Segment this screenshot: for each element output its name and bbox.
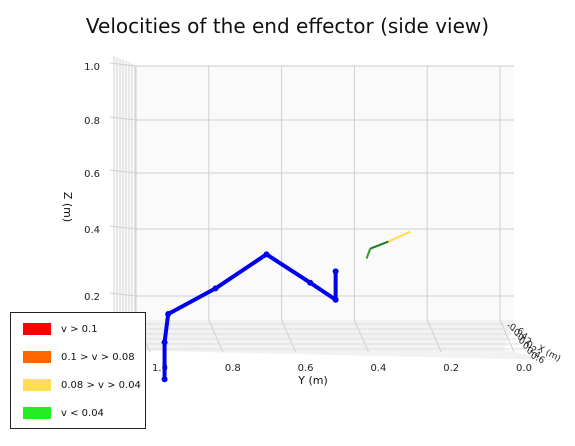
trajectory-segment	[365, 248, 372, 259]
arm-joint-point	[332, 268, 339, 275]
arm-segment	[166, 286, 218, 316]
legend-entry: v > 0.1	[23, 322, 98, 336]
x-tick-label: 1.0	[152, 363, 168, 374]
grid-floor-line	[499, 319, 515, 353]
arm-joint-point	[332, 296, 339, 303]
grid-floor-line	[208, 319, 224, 353]
axes-panes	[114, 56, 554, 360]
arm-joint-point	[263, 251, 270, 258]
trajectory-segment	[400, 230, 411, 237]
legend: v > 0.1 0.1 > v > 0.08 0.08 > v > 0.04 v < …	[10, 312, 146, 429]
arm-segment	[308, 280, 338, 302]
x-tick-label: 0.6	[298, 363, 314, 374]
z-tick-label: 1.0	[84, 62, 100, 73]
chart-title: Velocities of the end effector (side vie…	[85, 14, 490, 38]
legend-entry: 0.1 > v > 0.08	[23, 350, 135, 364]
arm-segment	[264, 252, 313, 285]
trajectory-segment	[369, 240, 389, 250]
arm-segment	[213, 252, 269, 291]
x-tick-label: 0.4	[370, 363, 386, 374]
arm-joint-point	[307, 279, 314, 286]
trajectory-segment	[388, 234, 402, 243]
legend-label: v < 0.04	[61, 407, 104, 419]
tick-labels: 1.0 0.8 0.6 0.4 0.2 0.00.20.40.60.81.0-0.6-0.…	[84, 62, 562, 374]
x-tick-label: 0.0	[516, 363, 532, 374]
z-tick-label: 0.6	[84, 169, 100, 180]
back-pane	[114, 56, 514, 350]
grid-floor-line	[353, 319, 369, 353]
legend-entry: v < 0.04	[23, 406, 104, 420]
arm-joint-point	[161, 339, 168, 346]
arm-joint-point	[212, 285, 219, 292]
arm-segment	[162, 311, 171, 345]
x-axis-label: Y (m)	[297, 374, 328, 387]
y-axis-label: Z (m)	[61, 192, 74, 222]
grid-lines	[109, 56, 524, 353]
x-tick-label: 0.2	[443, 363, 459, 374]
floor-pane	[114, 320, 554, 360]
grid-floor-line	[281, 319, 297, 353]
legend-swatch	[23, 323, 51, 335]
arm-joint-point	[165, 310, 172, 317]
z-tick-label: 0.8	[84, 116, 100, 127]
legend-swatch	[23, 379, 51, 391]
legend-swatch	[23, 351, 51, 363]
z-tick-label: 0.4	[84, 225, 100, 236]
legend-swatch	[23, 407, 51, 419]
legend-label: v > 0.1	[61, 323, 98, 335]
grid-floor-line	[426, 319, 442, 353]
data-marks	[161, 230, 411, 383]
x-tick-label: 0.8	[225, 363, 241, 374]
legend-label: 0.08 > v > 0.04	[61, 379, 141, 391]
legend-entry: 0.08 > v > 0.04	[23, 378, 141, 392]
z-tick-label: 0.2	[84, 292, 100, 303]
legend-label: 0.1 > v > 0.08	[61, 351, 135, 363]
arm-joint-point	[161, 376, 168, 383]
